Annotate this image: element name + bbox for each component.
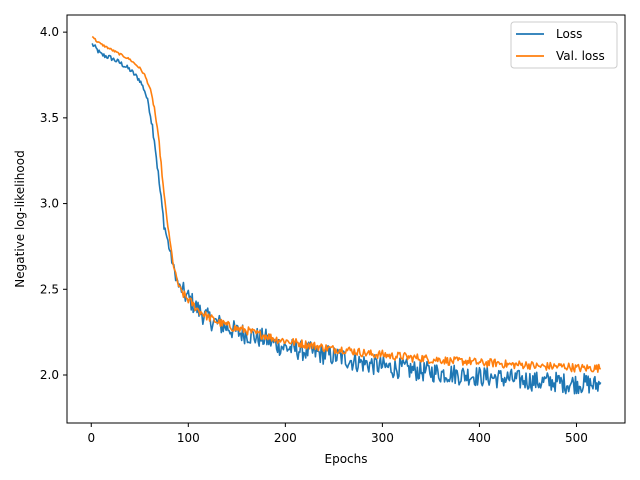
y-tick-label: 3.0 [40, 197, 59, 211]
x-axis-ticks: 0 100 200 300 400 500 [87, 423, 588, 445]
legend-label-val-loss: Val. loss [556, 49, 605, 63]
series-val-loss-line [91, 35, 602, 373]
legend: Loss Val. loss [510, 21, 618, 69]
y-tick-label: 3.5 [40, 111, 59, 125]
x-tick-label: 300 [371, 431, 394, 445]
x-tick-label: 100 [177, 431, 200, 445]
y-tick-label: 4.0 [40, 25, 59, 39]
x-axis-label: Epochs [325, 452, 368, 466]
x-tick-label: 200 [274, 431, 297, 445]
legend-label-loss: Loss [556, 27, 582, 41]
y-axis-label: Negative log-likelihood [13, 150, 27, 287]
x-tick-label: 500 [565, 431, 588, 445]
x-tick-label: 0 [87, 431, 95, 445]
plot-frame [66, 14, 626, 424]
y-tick-label: 2.0 [40, 368, 59, 382]
plot-area [67, 15, 625, 423]
y-axis-ticks: 2.0 2.5 3.0 3.5 4.0 [40, 25, 67, 382]
y-tick-label: 2.5 [40, 282, 59, 296]
x-tick-label: 400 [468, 431, 491, 445]
series-layer [91, 35, 602, 395]
